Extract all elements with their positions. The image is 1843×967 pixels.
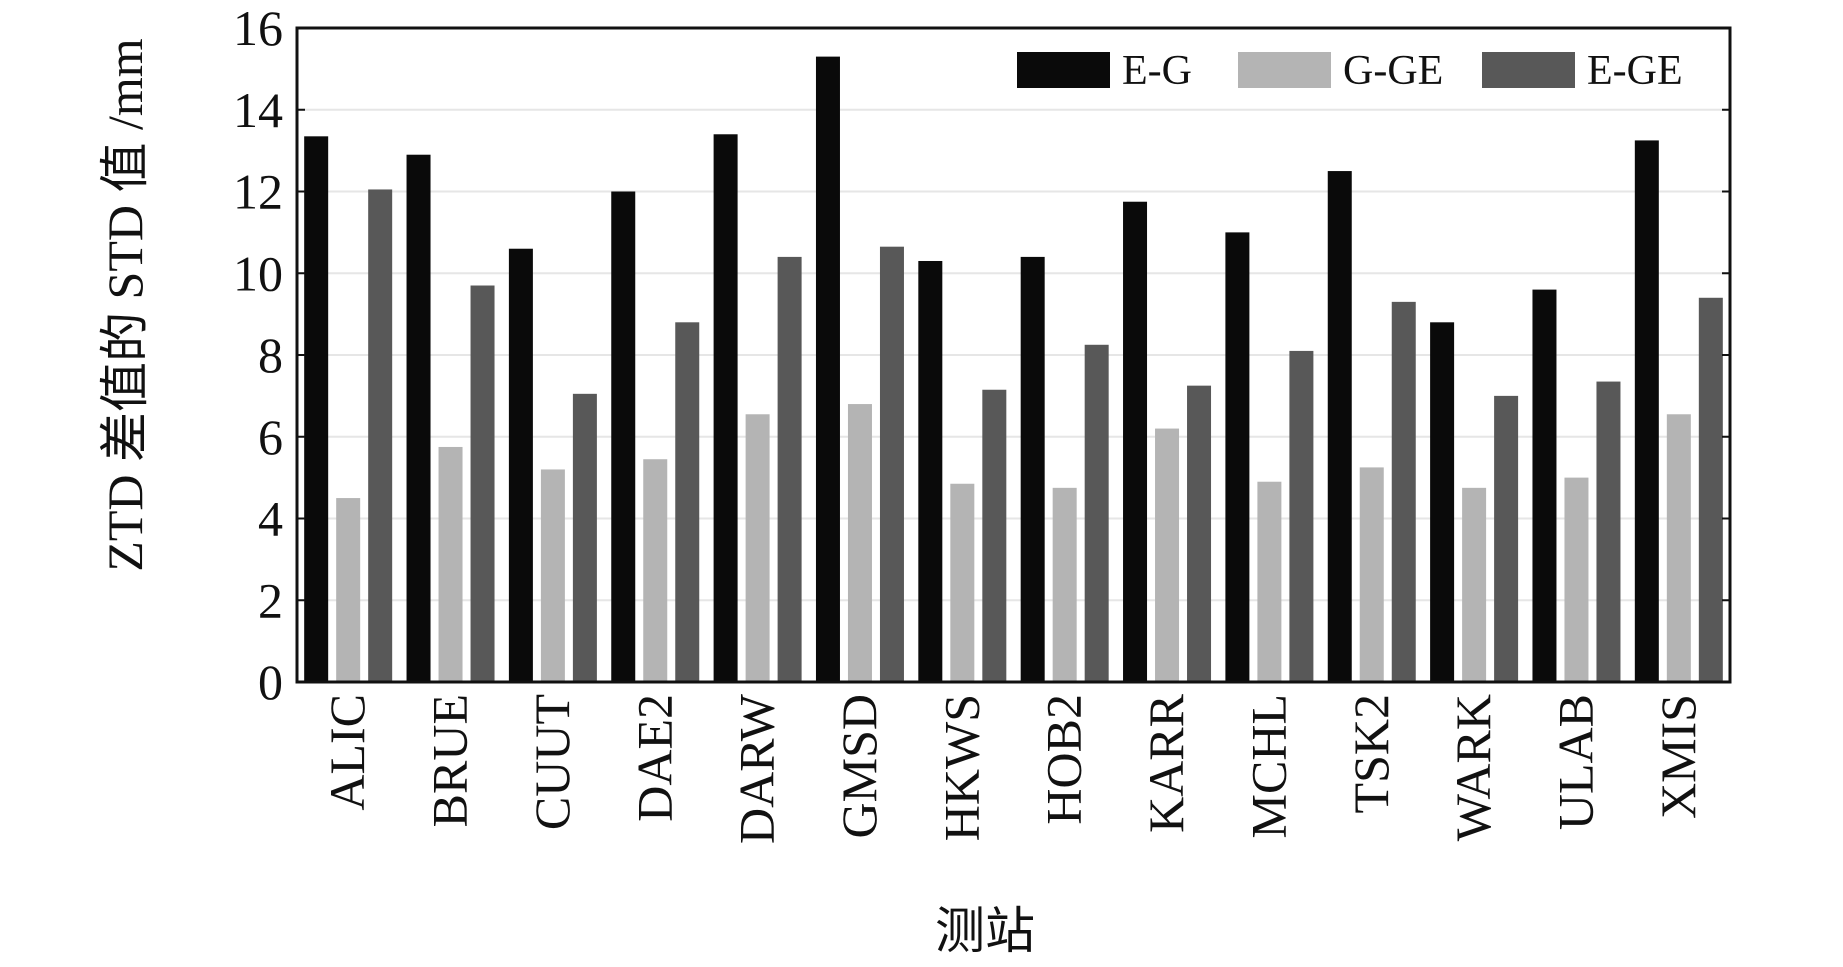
x-category-label-cuut: CUUT xyxy=(524,694,580,830)
bar-g-ge-ulab xyxy=(1564,477,1589,682)
y-axis-title: ZTD 差值的 STD 值 /mm xyxy=(97,38,153,571)
bar-e-ge-darw xyxy=(777,256,802,682)
bar-e-g-xmis xyxy=(1634,140,1659,682)
bar-e-ge-cuut xyxy=(572,393,597,682)
gridlines xyxy=(297,108,1730,602)
x-category-label-alic: ALIC xyxy=(319,694,375,811)
x-category-label-ulab: ULAB xyxy=(1547,694,1603,830)
legend-swatch-e-g xyxy=(1017,52,1110,88)
bar-e-g-tsk2 xyxy=(1327,171,1352,682)
y-axis-ticks: 0 2 4 6 8 10 12 14 16 xyxy=(233,0,1730,710)
legend: E-G G-GE E-GE xyxy=(1017,48,1683,94)
bar-e-ge-hob2 xyxy=(1084,344,1109,682)
bar-e-g-mchl xyxy=(1225,232,1250,682)
bar-g-ge-tsk2 xyxy=(1359,467,1384,682)
bar-e-g-cuut xyxy=(508,248,533,682)
bar-e-ge-mchl xyxy=(1289,350,1314,682)
bar-g-ge-gmsd xyxy=(847,404,872,682)
bar-e-g-darw xyxy=(713,134,738,682)
bar-e-ge-hkws xyxy=(982,389,1007,682)
bar-e-g-karr xyxy=(1123,201,1148,682)
y-tick-label: 4 xyxy=(258,491,283,547)
x-category-label-wark: WARK xyxy=(1445,694,1501,841)
bars xyxy=(304,56,1723,683)
bar-e-g-hob2 xyxy=(1020,256,1045,682)
bar-e-ge-alic xyxy=(368,189,393,683)
legend-swatch-e-ge xyxy=(1482,52,1575,88)
x-category-label-mchl: MCHL xyxy=(1240,694,1296,838)
bar-g-ge-alic xyxy=(336,498,361,682)
bar-e-g-wark xyxy=(1430,322,1455,682)
x-category-label-dae2: DAE2 xyxy=(626,694,682,822)
y-tick-label: 6 xyxy=(258,409,283,465)
y-tick-label: 16 xyxy=(233,0,283,56)
bar-g-ge-cuut xyxy=(540,469,565,682)
bar-g-ge-hob2 xyxy=(1052,487,1077,682)
bar-e-ge-karr xyxy=(1187,385,1212,682)
bar-g-ge-brue xyxy=(438,446,463,682)
bar-g-ge-darw xyxy=(745,414,770,682)
bar-e-g-hkws xyxy=(918,260,943,682)
y-tick-label: 14 xyxy=(233,82,283,138)
x-category-label-karr: KARR xyxy=(1138,693,1194,833)
x-category-label-tsk2: TSK2 xyxy=(1343,694,1399,813)
x-category-label-hkws: HKWS xyxy=(933,694,989,841)
bar-e-g-alic xyxy=(304,136,329,683)
bar-g-ge-karr xyxy=(1155,428,1180,682)
x-category-label-gmsd: GMSD xyxy=(831,694,887,838)
bar-e-ge-tsk2 xyxy=(1391,301,1416,682)
bar-e-g-dae2 xyxy=(611,191,636,682)
y-tick-label: 8 xyxy=(258,327,283,383)
x-category-label-xmis: XMIS xyxy=(1650,694,1706,819)
legend-swatch-g-ge xyxy=(1238,52,1331,88)
bar-e-g-gmsd xyxy=(815,56,840,683)
x-category-label-brue: BRUE xyxy=(422,694,478,827)
y-tick-label: 0 xyxy=(258,654,283,710)
x-category-label-hob2: HOB2 xyxy=(1036,694,1092,825)
bar-e-ge-gmsd xyxy=(879,246,904,682)
bar-e-g-brue xyxy=(406,154,431,682)
legend-label-e-g: E-G xyxy=(1122,48,1192,94)
y-tick-label: 2 xyxy=(258,572,283,628)
legend-label-g-ge: G-GE xyxy=(1343,48,1443,94)
bar-g-ge-hkws xyxy=(950,483,975,682)
bar-e-ge-ulab xyxy=(1596,381,1621,682)
bar-e-ge-brue xyxy=(470,285,495,682)
legend-label-e-ge: E-GE xyxy=(1587,48,1683,94)
x-axis-title: 测站 xyxy=(935,903,1035,959)
bar-g-ge-mchl xyxy=(1257,481,1282,682)
y-tick-label: 12 xyxy=(233,164,283,220)
bar-e-g-ulab xyxy=(1532,289,1557,682)
bar-g-ge-wark xyxy=(1462,487,1487,682)
bar-e-ge-xmis xyxy=(1698,297,1723,682)
bar-e-ge-dae2 xyxy=(675,322,700,682)
y-tick-label: 10 xyxy=(233,245,283,301)
bar-e-ge-wark xyxy=(1494,395,1519,682)
bar-g-ge-dae2 xyxy=(643,459,668,682)
x-axis-categories: ALIC BRUE CUUT DAE2 DARW GMSD HKWS HOB2 KARR MCHL… xyxy=(319,693,1706,844)
bar-g-ge-xmis xyxy=(1666,414,1691,682)
x-category-label-darw: DARW xyxy=(729,693,785,844)
